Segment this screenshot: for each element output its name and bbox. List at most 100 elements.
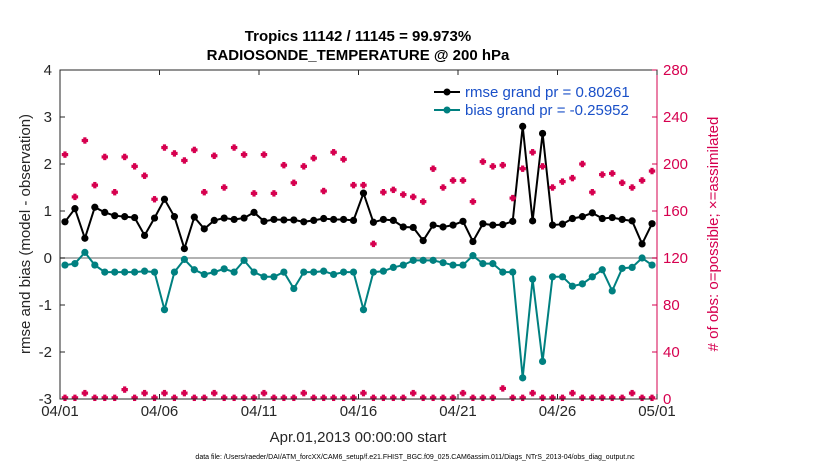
data-point [419, 256, 427, 264]
data-point [599, 394, 606, 402]
data-point [429, 394, 437, 402]
cross-bar-v [182, 157, 186, 164]
data-point [419, 394, 427, 402]
data-point [71, 193, 79, 201]
data-point [290, 284, 298, 293]
series-bias [61, 248, 656, 382]
x-tick-label: 05/01 [638, 403, 676, 420]
data-point [638, 254, 646, 262]
cross-bar-v [73, 193, 77, 201]
cross-bar-v [550, 184, 555, 191]
cross-bar-v [142, 172, 147, 179]
data-point [250, 268, 258, 276]
cross-bar-v [371, 240, 376, 248]
data-point [648, 167, 656, 175]
legend-rmse-label: rmse grand pr = 0.80261 [465, 84, 630, 101]
data-point [419, 198, 427, 205]
data-point [340, 394, 347, 402]
data-point [340, 156, 347, 163]
cross-bar-v [630, 389, 634, 397]
cross-bar-v [391, 186, 395, 194]
data-point [638, 394, 646, 402]
cross-bar-v [431, 394, 435, 402]
data-point [380, 394, 387, 402]
cross-bar-v [212, 152, 216, 159]
data-point [290, 216, 298, 224]
data-point [569, 174, 576, 182]
data-point [489, 163, 497, 170]
data-point [290, 394, 298, 402]
data-point [429, 256, 437, 264]
legend-bias-marker [443, 106, 451, 114]
cross-bar-v [351, 394, 356, 402]
cross-bar-v [262, 151, 266, 158]
cross-bar-v [600, 394, 604, 402]
data-point [180, 255, 188, 264]
data-point [409, 223, 417, 232]
cross-bar-v [133, 394, 137, 402]
cross-bar-v [580, 394, 584, 402]
data-point [608, 287, 616, 295]
data-point [211, 152, 218, 159]
data-point [131, 268, 139, 276]
data-point [191, 394, 198, 402]
data-point [200, 270, 208, 279]
data-point [449, 177, 457, 184]
cross-bar-v [471, 394, 475, 402]
cross-bar-v [113, 394, 117, 402]
data-point [210, 216, 218, 224]
cross-bar-v [93, 394, 97, 402]
data-point [270, 215, 278, 224]
data-point [171, 150, 178, 157]
data-point [61, 218, 69, 226]
data-point [359, 189, 368, 197]
data-point [230, 215, 238, 224]
cross-bar-v [83, 137, 87, 144]
data-point [330, 215, 338, 224]
data-point [230, 394, 238, 402]
data-point [170, 268, 179, 276]
y2-tick-label: 240 [663, 109, 688, 126]
data-point [201, 189, 208, 196]
cross-bar-v [570, 389, 575, 397]
data-point [539, 394, 546, 402]
cross-bar-v [590, 394, 594, 402]
data-point [210, 268, 218, 276]
data-point [549, 184, 556, 191]
data-point [111, 212, 119, 220]
data-point [379, 215, 387, 224]
chart-title-line1: Tropics 11142 / 11145 = 99.973% [245, 28, 471, 45]
data-point [81, 234, 89, 242]
data-point [310, 154, 317, 162]
data-point [240, 214, 248, 222]
data-point [161, 389, 168, 397]
data-point [260, 151, 268, 158]
data-point [519, 165, 526, 172]
data-point [101, 394, 108, 402]
data-point [538, 129, 547, 138]
cross-bar-v [292, 394, 296, 402]
data-point [310, 268, 318, 276]
data-point [578, 213, 586, 221]
data-point [400, 191, 407, 198]
cross-bar-v [312, 154, 316, 162]
cross-bar-v [531, 149, 535, 156]
cross-bar-v [282, 394, 286, 402]
cross-bar-v [481, 158, 485, 165]
cross-bar-v [600, 171, 604, 178]
cross-bar-v [421, 198, 425, 205]
data-point [579, 160, 586, 168]
data-point [270, 190, 278, 197]
data-point [141, 172, 148, 179]
data-point [389, 263, 397, 271]
y2-tick-label: 0 [663, 391, 671, 408]
data-point [171, 394, 178, 402]
series-obs-assimilated [61, 385, 656, 402]
data-point [240, 394, 248, 402]
data-point [439, 259, 447, 267]
data-point [628, 184, 636, 191]
cross-bar-v [63, 394, 67, 402]
data-point [618, 264, 626, 272]
data-point [618, 179, 626, 186]
cross-bar-v [302, 389, 306, 397]
